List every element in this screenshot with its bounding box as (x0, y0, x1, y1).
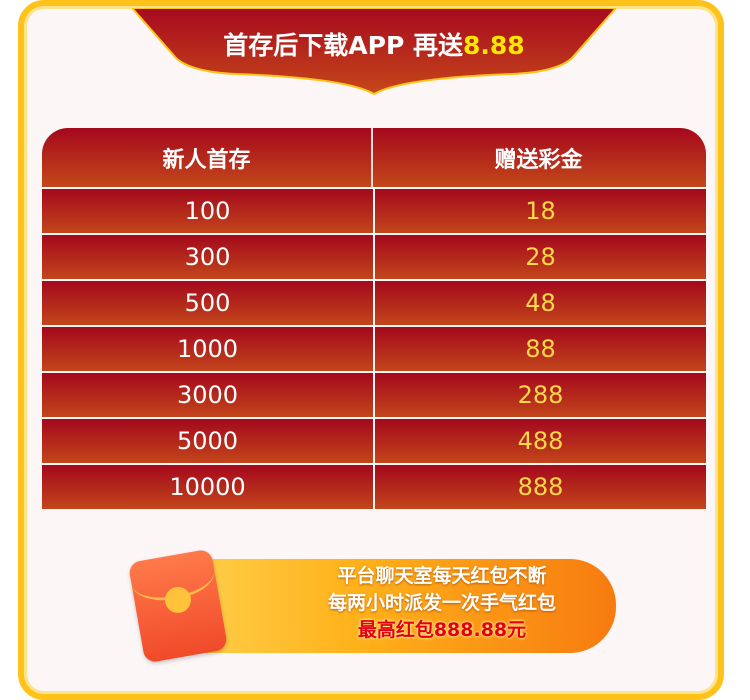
red-envelope-icon (127, 548, 229, 664)
deposit-cell: 500 (42, 281, 373, 325)
table-row: 10000 888 (42, 465, 706, 509)
bonus-cell: 88 (375, 327, 706, 371)
deposit-cell: 300 (42, 235, 373, 279)
table-row: 1000 88 (42, 327, 706, 371)
table-row: 500 48 (42, 281, 706, 325)
table-row: 3000 288 (42, 373, 706, 417)
deposit-cell: 100 (42, 189, 373, 233)
title-banner: 首存后下载APP 再送8.88 (132, 8, 616, 96)
bonus-cell: 488 (375, 419, 706, 463)
promo-line-1: 平台聊天室每天红包不断 (337, 565, 547, 587)
deposit-cell: 1000 (42, 327, 373, 371)
header-bonus: 赠送彩金 (494, 147, 583, 173)
promo-banner: 平台聊天室每天红包不断 每两小时派发一次手气红包 最高红包888.88元 (122, 548, 618, 664)
table-row: 100 18 (42, 189, 706, 233)
table-row: 5000 488 (42, 419, 706, 463)
promo-line-2: 每两小时派发一次手气红包 (327, 592, 556, 614)
deposit-cell: 10000 (42, 465, 373, 509)
promo-line-3: 最高红包888.88元 (357, 619, 527, 641)
bonus-table: 新人首存 赠送彩金 100 18 300 28 500 48 1000 88 3000 288 50… (42, 128, 706, 509)
bonus-cell: 48 (375, 281, 706, 325)
bonus-cell: 288 (375, 373, 706, 417)
header-deposit: 新人首存 (42, 128, 373, 187)
deposit-cell: 3000 (42, 373, 373, 417)
table-row: 300 28 (42, 235, 706, 279)
bonus-cell: 888 (375, 465, 706, 509)
table-header: 新人首存 赠送彩金 (42, 128, 706, 187)
bonus-cell: 18 (375, 189, 706, 233)
banner-title: 首存后下载APP 再送8.88 (223, 31, 525, 60)
deposit-cell: 5000 (42, 419, 373, 463)
bonus-cell: 28 (375, 235, 706, 279)
